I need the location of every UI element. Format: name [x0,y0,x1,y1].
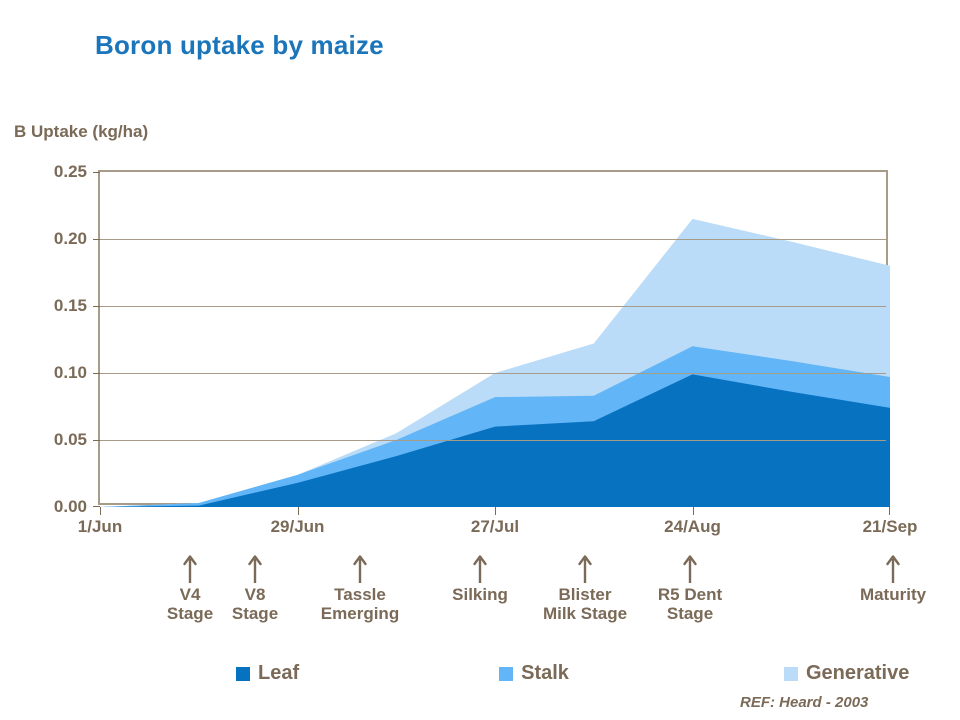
y-tick-label: 0.15 [53,296,87,315]
plot-area: 0.00 0.05 0.10 0.15 0.20 0.25 1/Jun 29/Jun 27/J… [54,162,918,536]
up-arrow-icon [577,553,593,588]
stage-annotation-label: V8 Stage [231,585,279,624]
y-tick-mark [93,440,100,441]
up-arrow-icon [352,553,368,588]
stage-annotation: R5 Dent Stage [600,553,780,643]
y-tick-mark [93,306,100,307]
legend-swatch-icon [236,666,250,681]
stage-annotation-label: R5 Dent Stage [657,585,723,624]
y-tick-label: 0.10 [53,363,87,382]
y-tick-label: 0.25 [53,162,87,181]
up-arrow-icon [247,553,263,588]
legend-label: Leaf [258,662,300,684]
gridline [100,239,886,240]
y-axis-title: B Uptake (kg/ha) [14,122,149,141]
x-tick-mark [100,507,101,515]
gridline [100,440,886,441]
stacked-area-chart [100,218,890,507]
y-tick-label: 0.00 [53,497,87,516]
y-tick-label: 0.20 [53,229,87,248]
up-arrow-icon [682,553,698,588]
stage-annotation-label: Tassle Emerging [320,585,400,624]
stage-annotation-label: V4 Stage [166,585,214,624]
x-tick-mark [692,507,694,515]
x-tick-mark [297,507,299,515]
up-arrow-icon [472,553,488,588]
legend-swatch-icon [499,666,514,681]
legend-item-stalk[interactable]: Stalk [499,662,569,685]
up-arrow-icon [885,553,901,588]
y-tick-mark [93,239,100,240]
x-tick-label: 29/Jun [270,517,325,536]
up-arrow-icon [182,553,198,588]
legend-item-leaf[interactable]: Leaf [236,662,299,685]
x-tick-label: 21/Sep [862,517,918,536]
stage-annotation: Maturity [803,553,960,643]
legend-label: Stalk [521,662,569,684]
reference-citation: REF: Heard - 2003 [740,694,869,711]
stage-annotation: V4 Stage [100,553,280,643]
x-tick-label: 27/Jul [470,517,520,536]
page-title: Boron uptake by maize [95,30,384,60]
x-tick-label: 1/Jun [77,517,123,536]
stage-annotation: Tassle Emerging [270,553,450,643]
stage-annotation: V8 Stage [165,553,345,643]
x-tick-label: 24/Aug [664,517,721,536]
stage-annotation: Silking [390,553,570,643]
y-tick-mark [93,373,100,374]
stage-annotation-label: Blister Milk Stage [542,585,628,624]
chart-legend: Leaf Stalk Generative [236,662,909,685]
stage-annotation: Blister Milk Stage [495,553,675,643]
gridline [100,373,886,374]
legend-item-generative[interactable]: Generative [783,662,910,685]
legend-swatch-icon [783,666,798,681]
y-tick-mark [93,506,100,507]
stage-annotation-label: Maturity [859,585,927,604]
y-tick-mark [93,172,100,173]
stage-annotation-label: Silking [452,585,508,604]
x-tick-mark [495,507,496,515]
x-tick-mark [889,507,890,515]
legend-label: Generative [805,662,910,684]
y-tick-label: 0.05 [53,430,87,449]
gridline [100,306,886,307]
